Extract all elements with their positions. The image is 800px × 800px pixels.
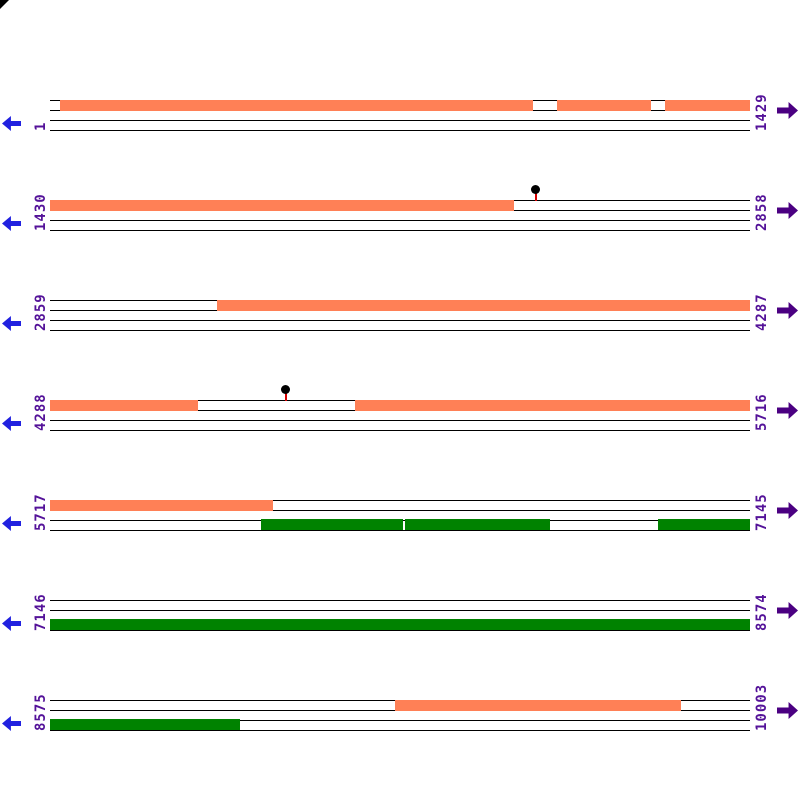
frame-line	[50, 500, 750, 501]
frame-line	[50, 730, 750, 731]
frame-line	[50, 230, 750, 231]
scroll-left-button[interactable]	[2, 716, 21, 731]
end-coordinate-label: 4287	[754, 293, 770, 331]
start-coordinate-label: 4288	[33, 393, 49, 431]
forward-feature[interactable]	[665, 100, 750, 111]
forward-feature[interactable]	[557, 100, 651, 111]
end-coordinate-label: 2858	[754, 193, 770, 231]
scroll-left-button[interactable]	[2, 616, 21, 631]
frame-line	[50, 630, 750, 631]
scroll-right-button[interactable]	[777, 402, 798, 419]
forward-feature[interactable]	[355, 400, 750, 411]
frame-line	[50, 600, 750, 601]
forward-feature[interactable]	[217, 300, 750, 311]
scroll-right-button[interactable]	[777, 302, 798, 319]
start-coordinate-label: 1	[33, 121, 49, 131]
scroll-left-button[interactable]	[2, 216, 21, 231]
start-coordinate-label: 7146	[33, 593, 49, 631]
end-coordinate-label: 1429	[754, 93, 770, 131]
scroll-right-button[interactable]	[777, 602, 798, 619]
frame-line	[50, 720, 750, 721]
scroll-left-button[interactable]	[2, 416, 21, 431]
reverse-feature[interactable]	[658, 519, 750, 530]
reverse-feature[interactable]	[405, 519, 550, 530]
marker-stem	[285, 393, 287, 401]
frame-line	[50, 320, 750, 321]
reverse-feature[interactable]	[261, 519, 403, 530]
end-coordinate-label: 5716	[754, 393, 770, 431]
forward-feature[interactable]	[395, 700, 681, 711]
frame-line	[50, 430, 750, 431]
forward-feature[interactable]	[50, 400, 198, 411]
end-coordinate-label: 7145	[754, 493, 770, 531]
marker-stem	[535, 193, 537, 201]
start-coordinate-label: 1430	[33, 193, 49, 231]
scroll-right-button[interactable]	[777, 202, 798, 219]
frame-line	[50, 510, 750, 511]
end-coordinate-label: 8574	[754, 593, 770, 631]
end-coordinate-label: 10003	[754, 683, 770, 731]
marker-dot[interactable]	[531, 185, 540, 194]
frame-line	[50, 130, 750, 131]
forward-feature[interactable]	[50, 200, 514, 211]
marker-dot[interactable]	[281, 385, 290, 394]
start-coordinate-label: 8575	[33, 693, 49, 731]
reverse-feature[interactable]	[50, 719, 240, 730]
frame-line	[50, 530, 750, 531]
forward-feature[interactable]	[60, 100, 533, 111]
frame-line	[50, 220, 750, 221]
frame-line	[50, 420, 750, 421]
frame-line	[50, 610, 750, 611]
scroll-left-button[interactable]	[2, 116, 21, 131]
scroll-right-button[interactable]	[777, 502, 798, 519]
scroll-left-button[interactable]	[2, 516, 21, 531]
scroll-left-button[interactable]	[2, 316, 21, 331]
frame-line	[50, 120, 750, 121]
scroll-right-button[interactable]	[777, 102, 798, 119]
frame-line	[50, 330, 750, 331]
forward-feature[interactable]	[50, 500, 273, 511]
corner-glyph	[0, 0, 9, 9]
scroll-right-button[interactable]	[777, 702, 798, 719]
reverse-feature[interactable]	[50, 619, 750, 630]
start-coordinate-label: 2859	[33, 293, 49, 331]
start-coordinate-label: 5717	[33, 493, 49, 531]
